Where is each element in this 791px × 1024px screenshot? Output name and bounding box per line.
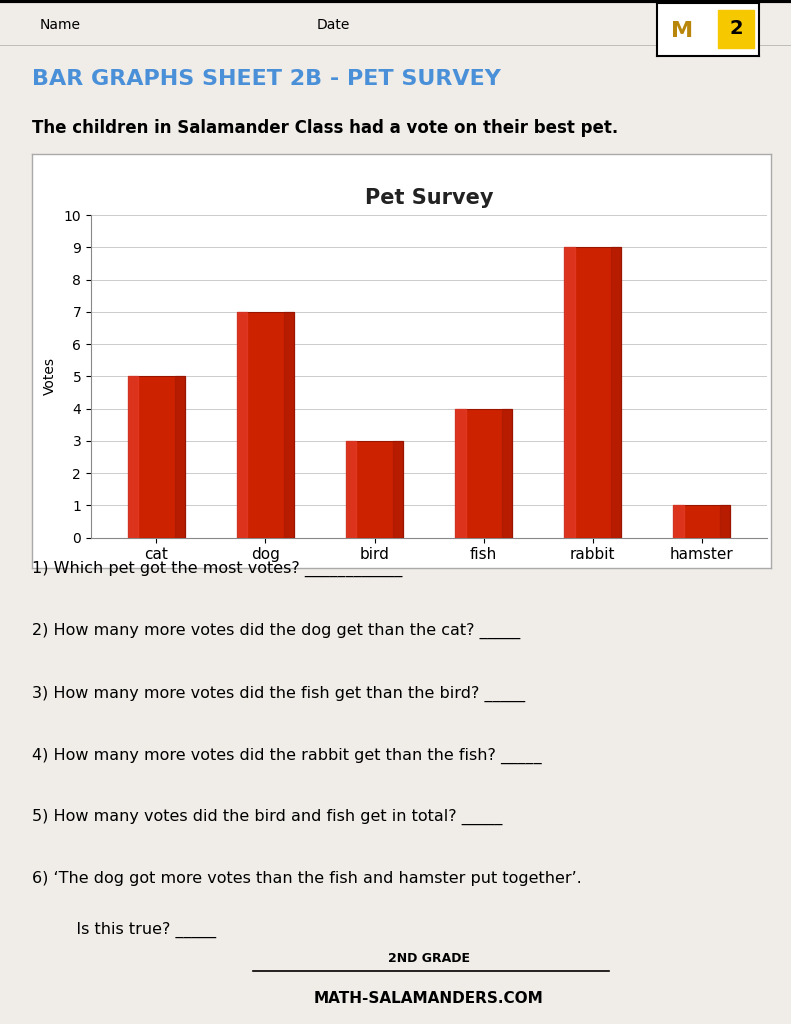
Bar — [673, 506, 683, 538]
Text: Date: Date — [316, 18, 350, 33]
Bar — [175, 376, 185, 538]
Text: BAR GRAPHS SHEET 2B - PET SURVEY: BAR GRAPHS SHEET 2B - PET SURVEY — [32, 70, 501, 89]
Text: 2: 2 — [729, 19, 743, 38]
Bar — [611, 247, 621, 538]
Bar — [346, 440, 357, 538]
Bar — [284, 311, 294, 538]
Bar — [718, 10, 755, 48]
Bar — [346, 440, 403, 538]
Bar — [128, 376, 138, 538]
Text: Is this true? _____: Is this true? _____ — [61, 922, 216, 938]
Text: 3) How many more votes did the fish get than the bird? _____: 3) How many more votes did the fish get … — [32, 686, 524, 702]
Text: 4) How many more votes did the rabbit get than the fish? _____: 4) How many more votes did the rabbit ge… — [32, 748, 541, 764]
Text: MATH-SALAMANDERS.COM: MATH-SALAMANDERS.COM — [314, 991, 543, 1007]
Bar — [237, 311, 294, 538]
Bar — [720, 506, 730, 538]
Bar — [673, 506, 730, 538]
Text: Name: Name — [40, 18, 81, 33]
Text: Μ: Μ — [672, 20, 693, 41]
Y-axis label: Votes: Votes — [43, 357, 57, 395]
Bar — [565, 247, 621, 538]
Text: 5) How many votes did the bird and fish get in total? _____: 5) How many votes did the bird and fish … — [32, 809, 502, 825]
Text: 2) How many more votes did the dog get than the cat? _____: 2) How many more votes did the dog get t… — [32, 623, 520, 639]
Text: The children in Salamander Class had a vote on their best pet.: The children in Salamander Class had a v… — [32, 119, 618, 137]
Bar — [128, 376, 185, 538]
Text: 1) Which pet got the most votes? ____________: 1) Which pet got the most votes? _______… — [32, 561, 402, 578]
Text: 6) ‘The dog got more votes than the fish and hamster put together’.: 6) ‘The dog got more votes than the fish… — [32, 871, 581, 886]
Title: Pet Survey: Pet Survey — [365, 188, 494, 208]
Text: 2ND GRADE: 2ND GRADE — [388, 952, 470, 966]
Bar — [392, 440, 403, 538]
Bar — [237, 311, 248, 538]
Bar — [456, 409, 512, 538]
Bar — [565, 247, 574, 538]
Bar — [501, 409, 512, 538]
Bar — [456, 409, 466, 538]
